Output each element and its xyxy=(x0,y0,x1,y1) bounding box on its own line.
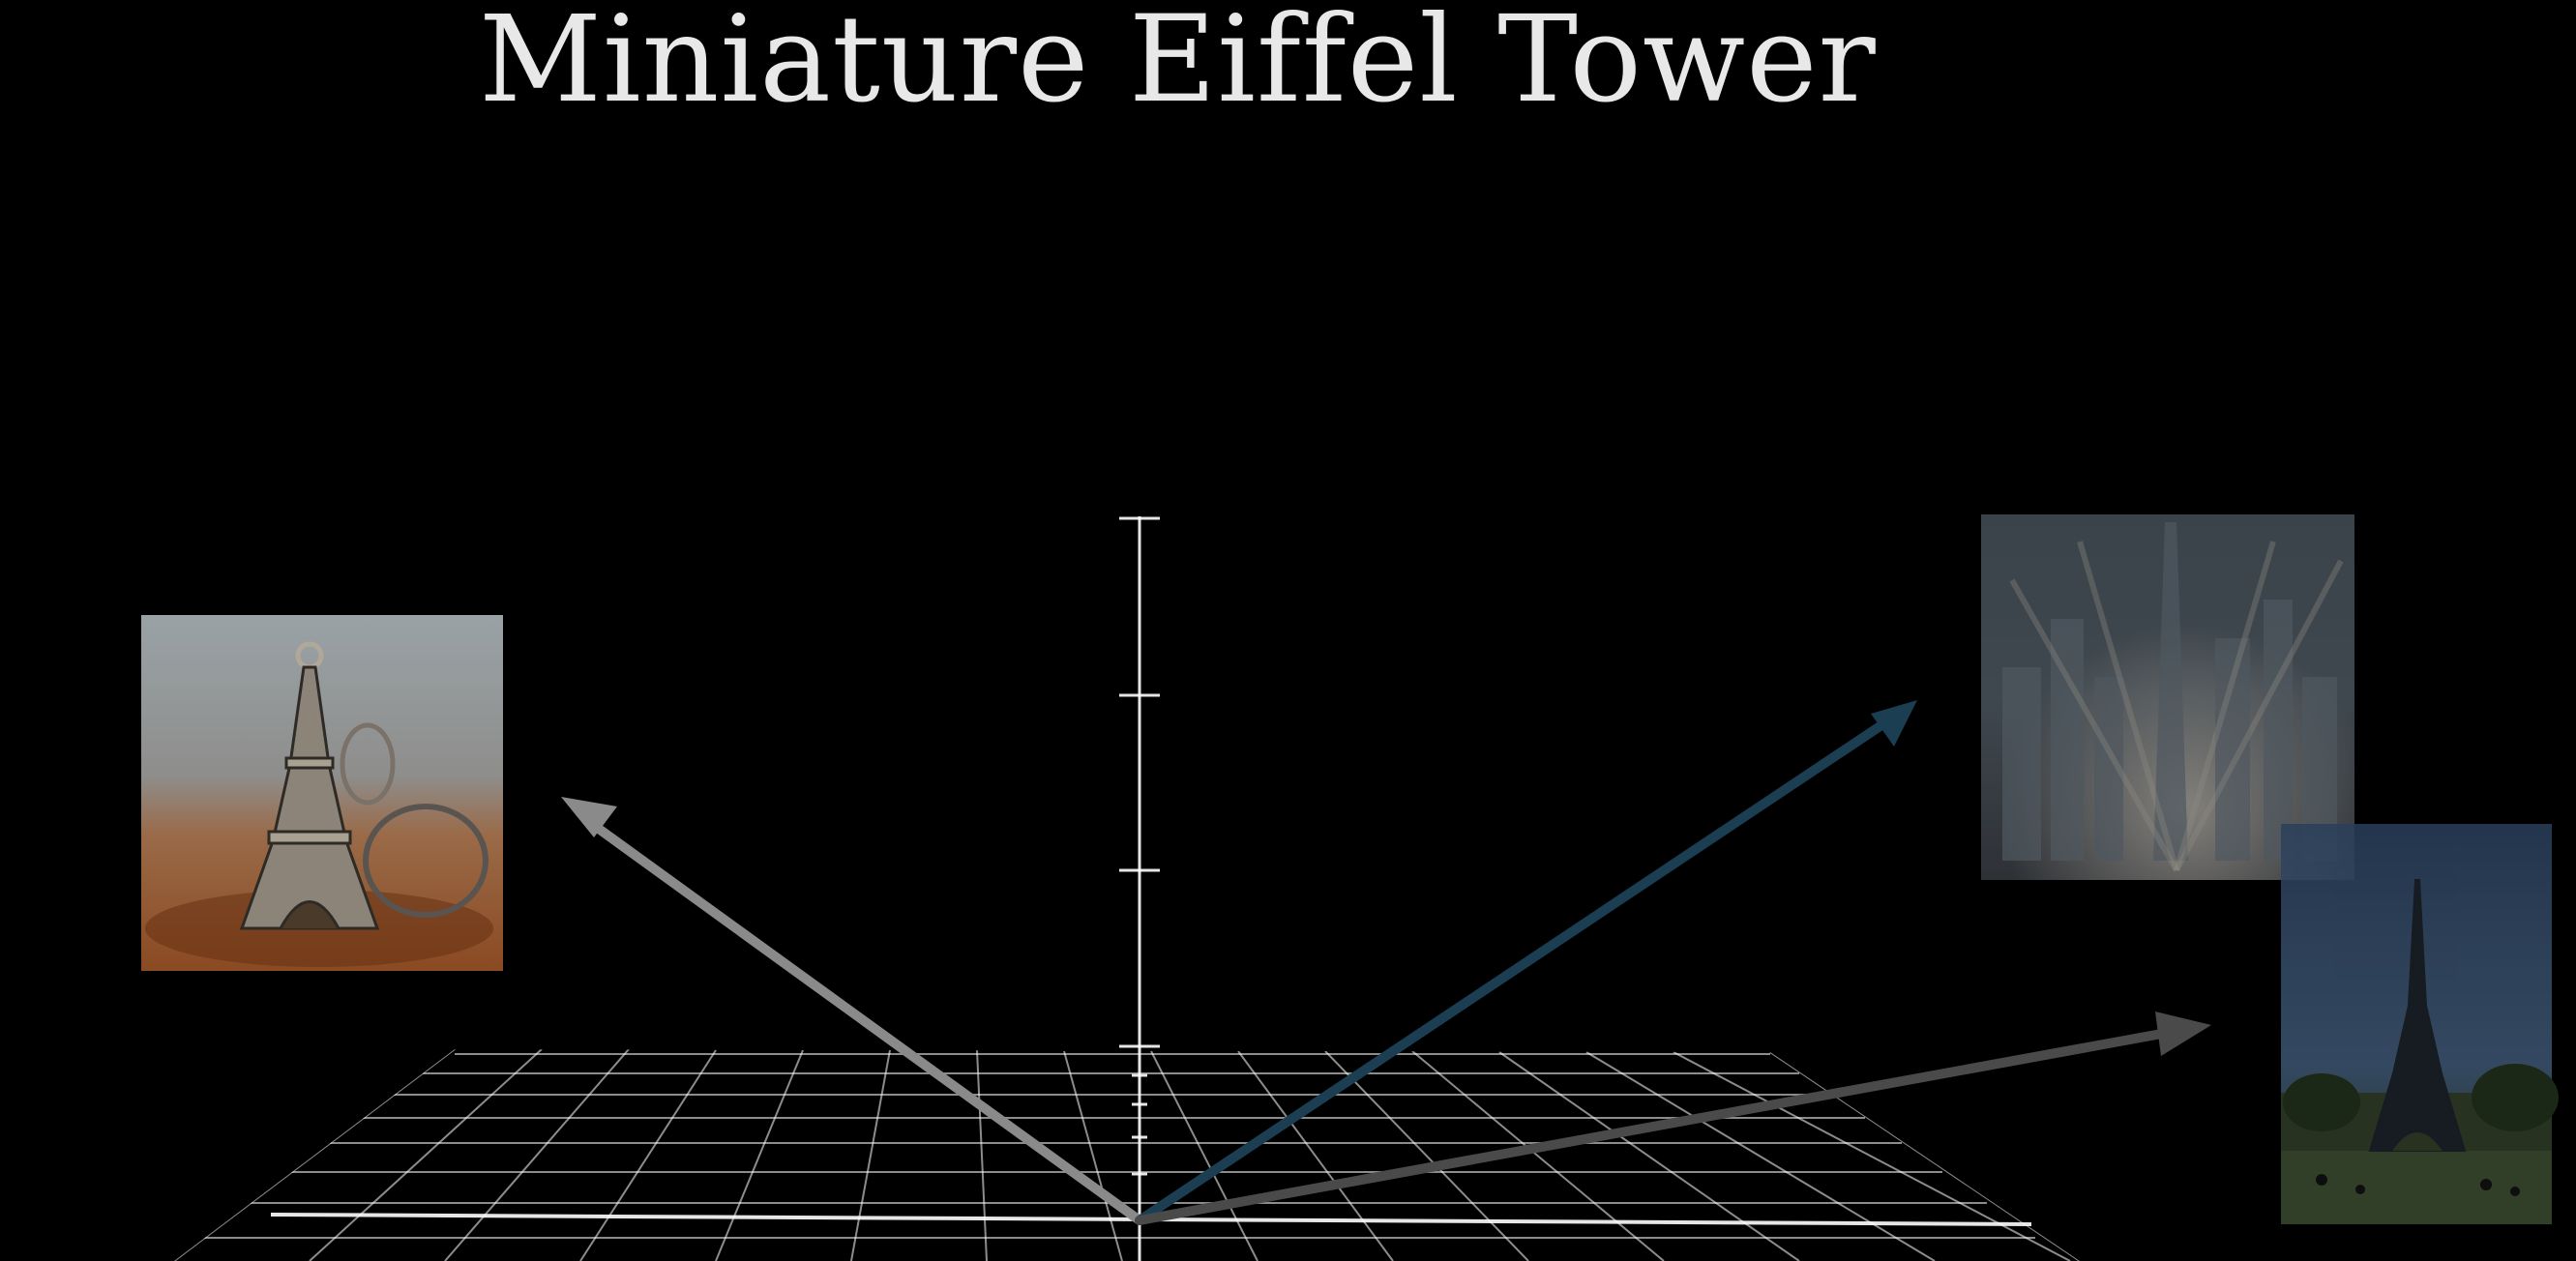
blue-vector-arrow xyxy=(1135,700,1917,1225)
vertical-axis xyxy=(1119,516,1160,1261)
scene-title: Miniature Eiffel Tower xyxy=(479,0,1877,130)
keychain-photo xyxy=(141,615,503,971)
grey-vector-arrow xyxy=(1135,1012,2211,1225)
floor-grid xyxy=(174,1049,2080,1261)
city-photo xyxy=(1981,514,2354,880)
query-vector-arrow xyxy=(561,797,1144,1225)
eiffel-tower-photo xyxy=(2281,824,2559,1224)
